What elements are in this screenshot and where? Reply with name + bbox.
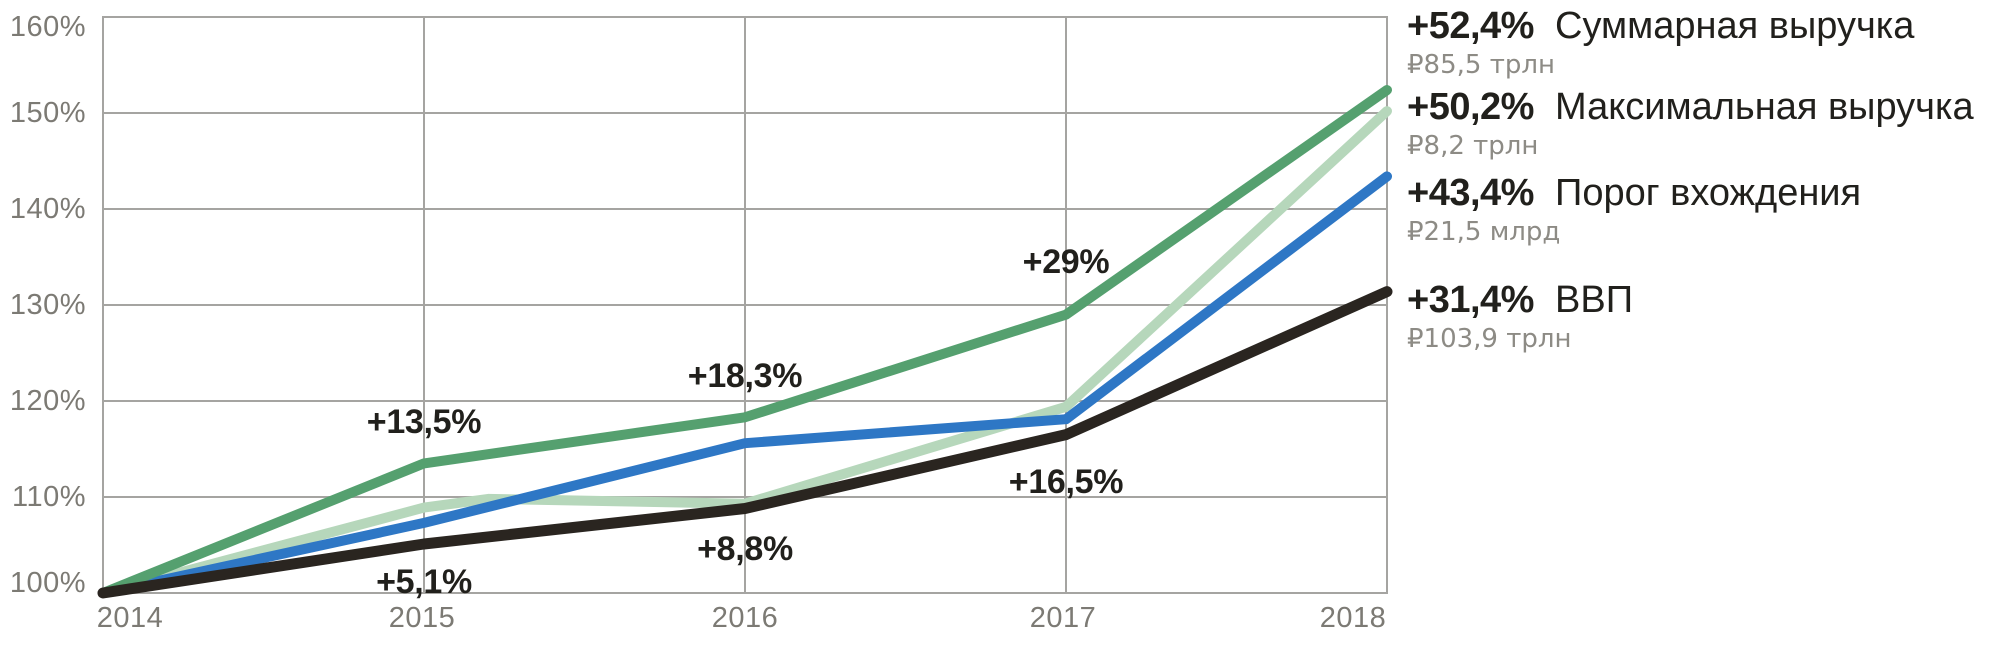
- legend-series-label: Порог вхождения: [1555, 172, 1862, 214]
- legend-change-value: +31,4%: [1407, 279, 1534, 321]
- x-axis-tick-label: 2017: [1029, 602, 1097, 634]
- x-axis-tick-label: 2016: [711, 602, 779, 634]
- line-max-revenue: [98, 106, 1392, 598]
- legend-series-label: Максимальная выручка: [1555, 86, 1974, 128]
- x-axis-tick-label: 2014: [96, 602, 164, 634]
- line-total-revenue: [98, 85, 1392, 598]
- legend-amount: ₽21,5 млрд: [1407, 217, 1561, 247]
- y-axis-tick-label: 160%: [9, 11, 86, 43]
- legend-row-entry-threshold: +43,4% ₽21,5 млрд Порог вхождения: [1407, 171, 1861, 248]
- legend-change-value: +52,4%: [1407, 5, 1534, 47]
- y-axis-tick-label: 130%: [9, 289, 86, 321]
- x-axis-tick-label: 2015: [388, 602, 456, 634]
- y-axis-tick-label: 100%: [9, 567, 86, 599]
- y-axis-tick-label: 140%: [9, 193, 86, 225]
- legend-row-gdp: +31,4% ₽103,9 трлн ВВП: [1407, 278, 1633, 355]
- legend-series-label: ВВП: [1555, 279, 1634, 321]
- annotation-label: +18,3%: [687, 357, 803, 396]
- x-axis-tick-label: 2018: [1319, 602, 1387, 634]
- annotation-label: +8,8%: [697, 529, 793, 568]
- legend-change-value: +43,4%: [1407, 172, 1534, 214]
- annotation-label: +16,5%: [1008, 462, 1124, 501]
- y-axis-tick-label: 120%: [9, 385, 86, 417]
- y-axis-tick-label: 150%: [9, 97, 86, 129]
- legend-series-label: Суммарная выручка: [1555, 5, 1915, 47]
- y-axis-tick-label: 110%: [11, 481, 86, 513]
- line-entry-threshold: [98, 171, 1392, 598]
- legend-row-total-revenue: +52,4% ₽85,5 трлн Суммарная выручка: [1407, 4, 1914, 81]
- legend-amount: ₽103,9 трлн: [1407, 324, 1572, 354]
- line-gdp: [97, 286, 1393, 599]
- legend-amount: ₽85,5 трлн: [1407, 50, 1555, 80]
- legend-row-max-revenue: +50,2% ₽8,2 трлн Максимальная выручка: [1407, 85, 1974, 162]
- legend-amount: ₽8,2 трлн: [1407, 131, 1539, 161]
- annotation-label: +5,1%: [376, 563, 472, 602]
- annotation-label: +13,5%: [366, 403, 482, 442]
- legend-change-value: +50,2%: [1407, 86, 1534, 128]
- annotation-label: +29%: [1022, 242, 1110, 281]
- plot-frame: [102, 16, 1388, 594]
